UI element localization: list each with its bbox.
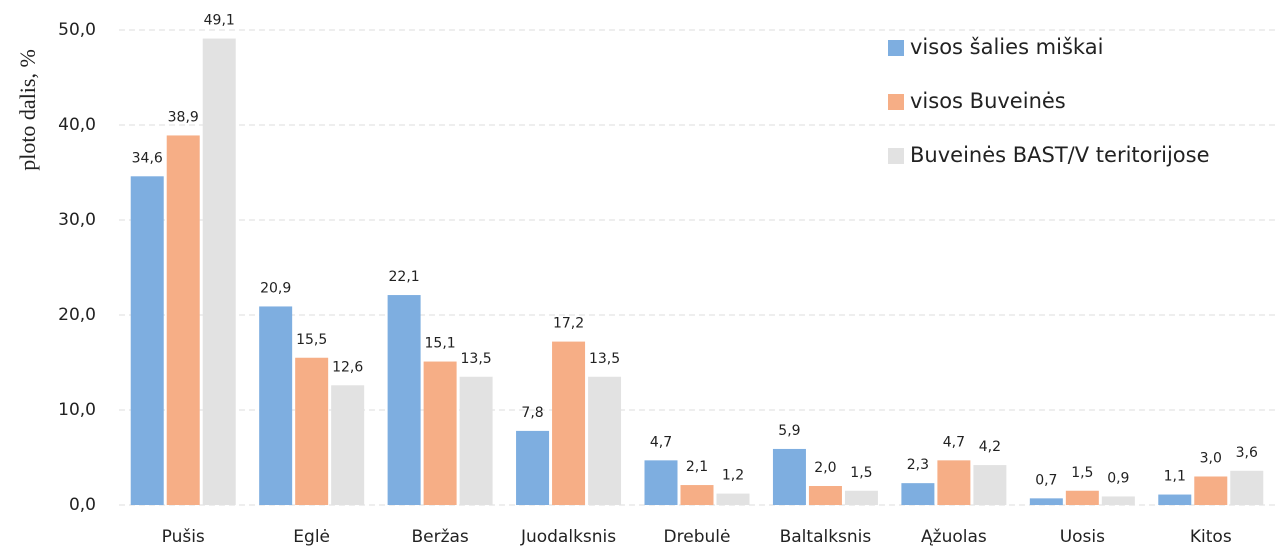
data-label: 12,6	[332, 359, 363, 375]
x-tick-label: Eglė	[293, 527, 330, 547]
data-label: 2,3	[907, 457, 929, 473]
bar	[716, 493, 750, 505]
data-label: 49,1	[204, 13, 235, 29]
data-label: 2,1	[686, 459, 708, 475]
bar	[295, 357, 329, 505]
bar	[588, 376, 622, 505]
data-label: 1,1	[1164, 469, 1186, 485]
bar	[202, 38, 236, 506]
data-label: 7,8	[521, 405, 543, 421]
y-tick-label: 50,0	[58, 20, 96, 40]
legend-swatch	[888, 94, 904, 110]
bar	[1065, 490, 1099, 505]
bar	[808, 486, 842, 505]
legend-label: visos šalies miškai	[910, 35, 1103, 59]
y-tick-label: 40,0	[58, 115, 96, 135]
data-label: 2,0	[814, 460, 836, 476]
data-label: 22,1	[389, 269, 420, 285]
bar	[331, 385, 365, 505]
bar	[680, 485, 714, 505]
data-label: 3,0	[1200, 451, 1222, 467]
x-tick-label: Drebulė	[664, 527, 731, 547]
x-tick-label: Pušis	[162, 527, 205, 547]
bar	[387, 295, 421, 505]
bar	[166, 135, 200, 505]
data-label: 34,6	[132, 150, 163, 166]
x-tick-label: Juodalksnis	[520, 527, 616, 547]
bar	[552, 341, 586, 505]
bar	[973, 465, 1007, 505]
y-axis-label: ploto dalis, %	[15, 49, 40, 171]
bar	[1194, 476, 1228, 505]
bar	[644, 460, 678, 505]
data-label: 1,5	[850, 465, 872, 481]
x-tick-label: Uosis	[1060, 527, 1105, 547]
legend-swatch	[888, 148, 904, 164]
data-label: 13,5	[589, 351, 620, 367]
bar	[937, 460, 971, 505]
data-label: 3,6	[1236, 445, 1258, 461]
bar	[844, 490, 878, 505]
y-tick-label: 10,0	[58, 400, 96, 420]
y-tick-label: 30,0	[58, 210, 96, 230]
bar	[130, 176, 164, 506]
data-label: 4,7	[943, 434, 965, 450]
bar	[1230, 470, 1264, 505]
x-tick-label: Beržas	[411, 527, 468, 547]
data-label: 38,9	[168, 109, 199, 125]
bar	[772, 448, 806, 505]
bar	[1101, 496, 1135, 505]
legend-label: visos Buveinės	[910, 89, 1066, 113]
bar	[1158, 494, 1192, 505]
data-label: 4,7	[650, 434, 672, 450]
data-label: 13,5	[461, 351, 492, 367]
bar	[259, 306, 293, 505]
data-label: 17,2	[553, 316, 584, 332]
legend-swatch	[888, 40, 904, 56]
data-label: 20,9	[260, 280, 291, 296]
data-label: 0,7	[1035, 472, 1057, 488]
data-label: 1,2	[722, 468, 744, 484]
data-label: 0,9	[1107, 470, 1129, 486]
bar	[459, 376, 493, 505]
y-tick-label: 0,0	[69, 495, 96, 515]
legend-label: Buveinės BAST/V teritorijose	[910, 143, 1210, 167]
x-tick-label: Ąžuolas	[921, 527, 987, 547]
bar	[516, 430, 550, 505]
data-label: 1,5	[1071, 465, 1093, 481]
data-label: 15,1	[425, 336, 456, 352]
bar	[901, 483, 935, 505]
x-tick-label: Baltalksnis	[780, 527, 872, 547]
bar	[423, 361, 457, 505]
data-label: 5,9	[778, 423, 800, 439]
y-tick-label: 20,0	[58, 305, 96, 325]
bar	[1029, 498, 1063, 505]
x-tick-label: Kitos	[1190, 527, 1232, 547]
data-label: 15,5	[296, 332, 327, 348]
data-label: 4,2	[979, 439, 1001, 455]
